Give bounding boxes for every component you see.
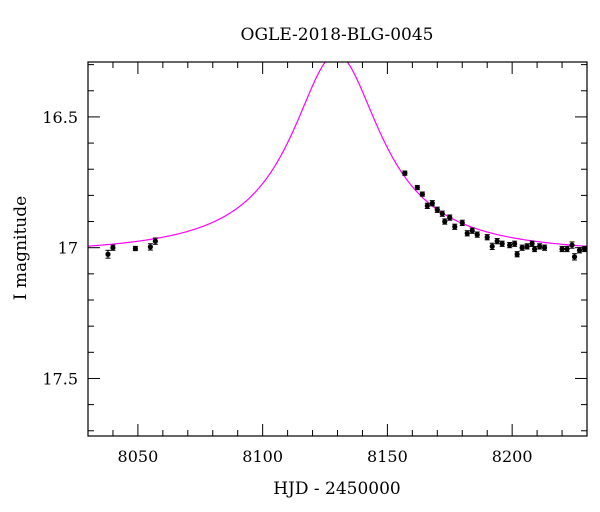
data-point bbox=[452, 224, 458, 230]
data-point bbox=[499, 241, 505, 247]
data-point bbox=[414, 184, 420, 191]
chart-title: OGLE-2018-BLG-0045 bbox=[241, 25, 434, 45]
model-curve bbox=[88, 62, 587, 247]
data-point bbox=[529, 241, 535, 247]
data-point bbox=[434, 207, 440, 213]
data-point bbox=[132, 245, 139, 252]
data-point bbox=[110, 245, 116, 251]
data-point bbox=[464, 230, 470, 236]
data-point bbox=[571, 254, 578, 260]
y-tick-label: 16.5 bbox=[42, 108, 78, 127]
data-point bbox=[459, 220, 465, 226]
data-point bbox=[536, 243, 543, 249]
data-point bbox=[469, 228, 475, 234]
data-point bbox=[105, 251, 111, 257]
y-axis-label: I magnitude bbox=[11, 196, 31, 300]
y-tick-label: 17 bbox=[58, 239, 78, 258]
plot-area: 8050 8100 8150 8200 16.5 17 17.5 bbox=[42, 61, 588, 466]
data-point bbox=[559, 246, 565, 252]
data-point bbox=[429, 200, 435, 206]
x-tick-label: 8150 bbox=[367, 447, 408, 466]
data-point bbox=[541, 245, 548, 251]
data-point bbox=[494, 238, 500, 244]
data-point bbox=[576, 247, 583, 253]
data-point bbox=[512, 241, 518, 247]
data-point bbox=[484, 234, 490, 240]
data-point bbox=[442, 218, 448, 225]
data-point bbox=[419, 191, 425, 197]
data-point bbox=[519, 245, 525, 251]
data-point bbox=[152, 238, 158, 244]
x-tick-label: 8100 bbox=[242, 447, 283, 466]
data-point bbox=[564, 246, 570, 252]
data-point bbox=[514, 251, 520, 257]
data-point bbox=[447, 215, 453, 221]
data-point bbox=[532, 246, 538, 252]
data-point bbox=[402, 170, 408, 176]
data-point bbox=[489, 243, 495, 249]
data-point bbox=[147, 244, 153, 250]
y-tick-label: 17.5 bbox=[42, 369, 78, 388]
x-tick-label: 8050 bbox=[118, 447, 159, 466]
data-point bbox=[474, 232, 480, 238]
x-axis-label: HJD - 2450000 bbox=[273, 479, 401, 499]
x-tick-label: 8200 bbox=[492, 447, 533, 466]
data-point bbox=[439, 211, 445, 217]
data-point bbox=[424, 203, 430, 209]
data-point bbox=[569, 242, 575, 248]
data-point bbox=[524, 243, 530, 249]
plot-frame bbox=[87, 61, 588, 437]
data-point bbox=[581, 246, 588, 252]
data-point bbox=[507, 242, 513, 248]
